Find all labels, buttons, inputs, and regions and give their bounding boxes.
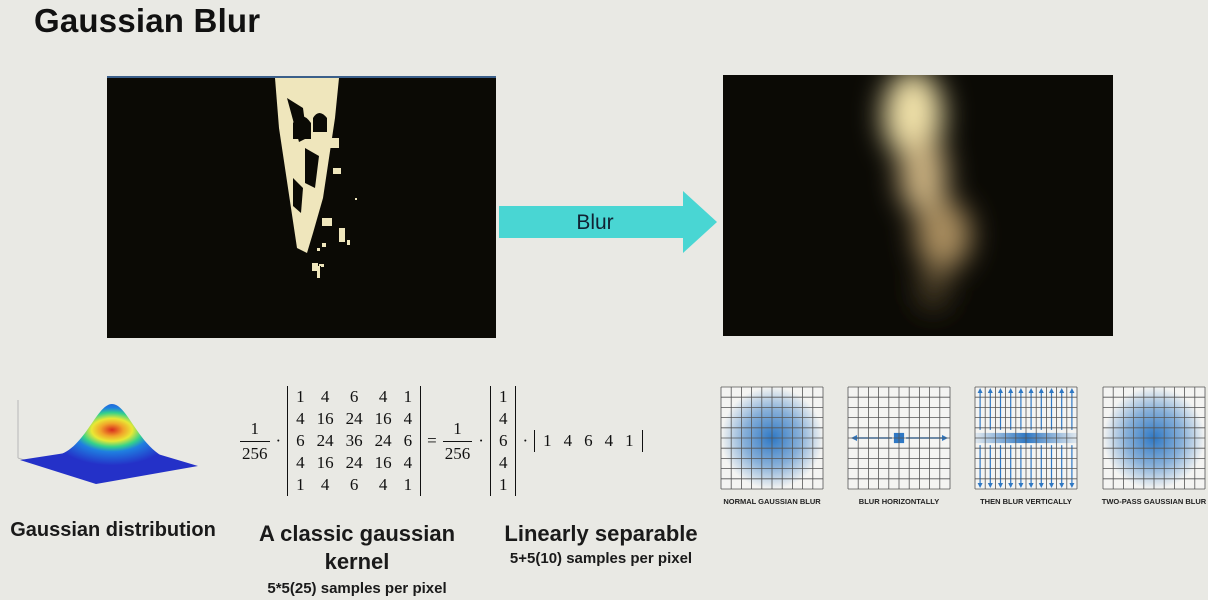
row-vector-cell: 1 <box>543 431 552 450</box>
column-vector-cell: 4 <box>498 409 508 428</box>
blur-grid-label-4: TWO-PASS GAUSSIAN BLUR <box>1101 497 1207 506</box>
kernel-matrix-cell: 36 <box>345 431 363 450</box>
column-vector-table: 1 4 6 4 1 <box>493 386 514 496</box>
blur-grid-label-1: NORMAL GAUSSIAN BLUR <box>723 497 821 506</box>
row-vector-cell: 6 <box>584 431 593 450</box>
blur-grid-label-3: THEN BLUR VERTICALLY <box>980 497 1072 506</box>
kernel-matrix-cell: 1 <box>403 475 413 494</box>
separable-caption: Linearly separable <box>504 521 698 546</box>
kernel-matrix: 1 4 6 4 1 4 16 24 16 4 6 24 36 24 6 4 16 24 16 4 1 4 6 4 1 <box>287 386 422 496</box>
original-image <box>107 76 496 338</box>
column-vector-cell: 6 <box>498 431 508 450</box>
original-image-graphic <box>107 78 496 338</box>
kernel-matrix-cell: 6 <box>349 475 359 494</box>
kernel-matrix-cell: 4 <box>320 387 330 406</box>
multiply-dot: · <box>478 431 484 450</box>
page-title: Gaussian Blur <box>34 2 261 39</box>
row-vector-cell: 1 <box>625 431 634 450</box>
kernel-matrix-cell: 24 <box>345 409 363 428</box>
kernel-matrix-cell: 4 <box>296 409 305 428</box>
kernel-matrix-cell: 4 <box>296 453 305 472</box>
column-vector-cell: 1 <box>498 475 508 494</box>
multiply-dot: · <box>275 431 282 450</box>
blur-arrow-label: Blur <box>576 211 614 234</box>
blur-grid-3 <box>974 386 1078 490</box>
kernel-matrix-cell: 4 <box>403 409 413 428</box>
kernel-scale-numerator: 1 <box>250 418 260 438</box>
kernel-matrix-cell: 24 <box>345 453 363 472</box>
kernel-matrix-cell: 4 <box>320 475 330 494</box>
column-vector: 1 4 6 4 1 <box>489 386 517 496</box>
kernel-matrix-cell: 24 <box>374 431 392 450</box>
kernel-scale-denominator: 256 <box>240 440 270 464</box>
separable-scale-fraction: 1 256 <box>442 418 473 464</box>
multiply-dot: · <box>522 431 529 450</box>
kernel-matrix-cell: 1 <box>403 387 413 406</box>
kernel-matrix-cell: 16 <box>316 409 334 428</box>
separable-scale-numerator: 1 <box>453 418 462 438</box>
kernel-matrix-cell: 16 <box>316 453 334 472</box>
row-vector-cell: 4 <box>604 431 614 450</box>
blur-grid-2 <box>847 386 951 490</box>
kernel-matrix-cell: 4 <box>378 475 388 494</box>
blur-arrow <box>499 191 717 253</box>
blur-grid-label-2: BLUR HORIZONTALLY <box>858 497 940 506</box>
blurred-image <box>723 75 1113 336</box>
kernel-equation: 1 256 · 1 4 6 4 1 4 16 24 16 4 6 24 36 24 6 4 16 24 16 4 1 4 6… <box>240 386 643 496</box>
kernel-matrix-cell: 6 <box>296 431 305 450</box>
kernel-samples-caption: 5*5(25) samples per pixel <box>267 580 447 597</box>
blurred-image-graphic <box>723 75 1113 336</box>
column-vector-cell: 1 <box>498 387 508 406</box>
row-vector-cell: 4 <box>563 431 573 450</box>
kernel-caption-line1: A classic gaussian <box>258 521 456 546</box>
kernel-matrix-cell: 1 <box>296 475 305 494</box>
separable-samples-caption: 5+5(10) samples per pixel <box>509 550 693 567</box>
kernel-matrix-cell: 16 <box>374 409 392 428</box>
kernel-matrix-cell: 6 <box>349 387 359 406</box>
kernel-matrix-cell: 24 <box>316 431 334 450</box>
kernel-matrix-cell: 1 <box>296 387 305 406</box>
gaussian-surface-plot <box>17 400 198 484</box>
kernel-matrix-cell: 16 <box>374 453 392 472</box>
blur-grid-1 <box>720 386 824 490</box>
kernel-caption-line2: kernel <box>324 549 390 574</box>
blur-grid-4 <box>1102 386 1206 490</box>
kernel-scale-fraction: 1 256 <box>240 419 270 464</box>
kernel-matrix-table: 1 4 6 4 1 4 16 24 16 4 6 24 36 24 6 4 16 24 16 4 1 4 6 4 1 <box>290 386 418 496</box>
separable-scale-denominator: 256 <box>442 440 473 464</box>
gaussian-distribution-caption: Gaussian distribution <box>10 519 216 541</box>
kernel-matrix-cell: 6 <box>403 431 413 450</box>
kernel-matrix-cell: 4 <box>403 453 413 472</box>
kernel-matrix-cell: 4 <box>378 387 388 406</box>
equals-sign: = <box>427 431 437 450</box>
column-vector-cell: 4 <box>498 453 508 472</box>
